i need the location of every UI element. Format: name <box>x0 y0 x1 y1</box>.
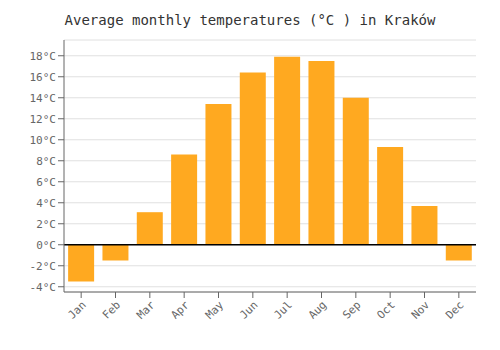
svg-text:6°C: 6°C <box>36 176 56 189</box>
svg-text:Jan: Jan <box>66 298 89 321</box>
svg-text:May: May <box>203 298 227 322</box>
svg-text:0°C: 0°C <box>36 239 56 252</box>
svg-text:Mar: Mar <box>134 298 158 322</box>
svg-text:10°C: 10°C <box>30 134 57 147</box>
svg-text:4°C: 4°C <box>36 197 56 210</box>
svg-text:2°C: 2°C <box>36 218 56 231</box>
svg-text:18°C: 18°C <box>30 50 57 63</box>
svg-text:8°C: 8°C <box>36 155 56 168</box>
svg-text:16°C: 16°C <box>30 71 57 84</box>
svg-text:-4°C: -4°C <box>30 281 57 294</box>
svg-text:Apr: Apr <box>169 298 193 322</box>
svg-text:Sep: Sep <box>340 298 363 321</box>
svg-text:Dec: Dec <box>443 298 466 321</box>
svg-text:Jul: Jul <box>272 298 295 321</box>
svg-text:14°C: 14°C <box>30 92 57 105</box>
svg-text:Feb: Feb <box>100 298 123 321</box>
svg-text:Oct: Oct <box>375 298 398 321</box>
svg-text:Aug: Aug <box>306 298 329 321</box>
svg-text:12°C: 12°C <box>30 113 57 126</box>
svg-text:-2°C: -2°C <box>30 260 57 273</box>
svg-text:Jun: Jun <box>237 298 260 321</box>
html-text:Average monthly temperatures (: Average monthly temperatures (°C ) in Kr… <box>64 12 436 28</box>
svg-text:Nov: Nov <box>409 298 433 322</box>
